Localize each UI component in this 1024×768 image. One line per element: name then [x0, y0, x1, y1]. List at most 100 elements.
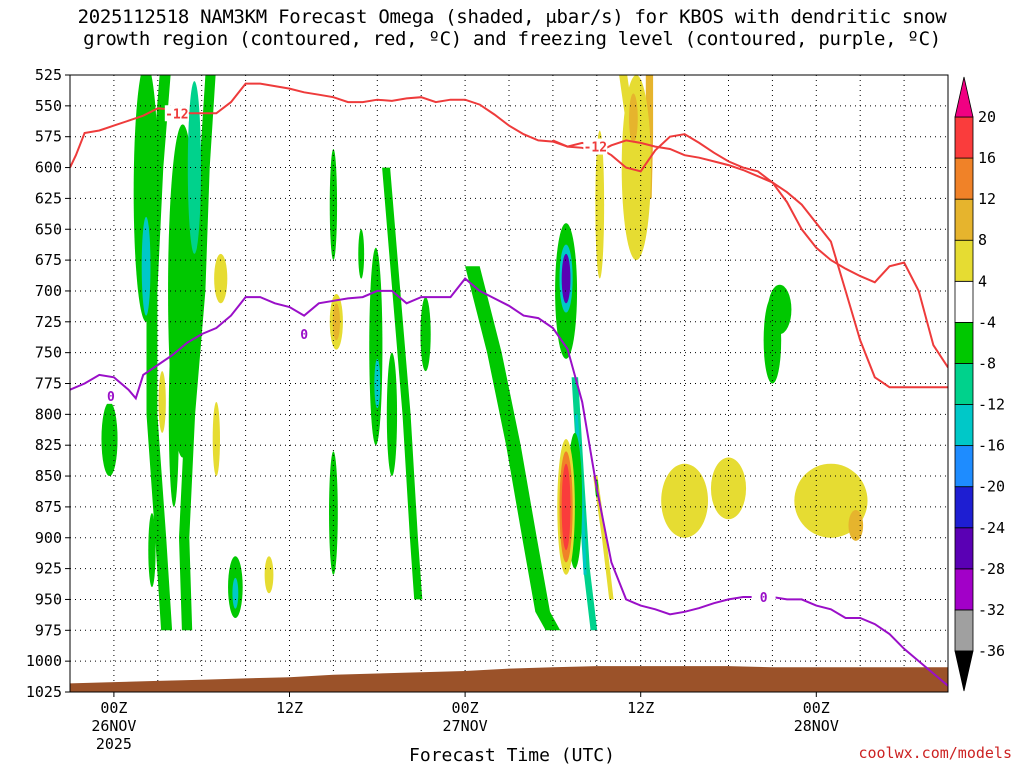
- omega-blob: [141, 216, 151, 316]
- omega-blob: [329, 451, 338, 575]
- contour-label-0: 0: [300, 328, 308, 343]
- y-tick-label: 950: [35, 590, 62, 608]
- y-tick-label: 600: [35, 159, 62, 177]
- y-tick-label: 900: [35, 529, 62, 547]
- x-tick-label: 00Z: [803, 699, 830, 717]
- colorbar-swatch: [954, 116, 974, 159]
- omega-blob: [212, 402, 220, 477]
- x-tick-label: 12Z: [627, 699, 654, 717]
- dgz-contour-m12-top: [70, 82, 948, 369]
- omega-blob: [561, 463, 571, 551]
- omega-streak: [382, 167, 423, 600]
- y-tick-label: 650: [35, 220, 62, 238]
- omega-streak: [179, 75, 216, 631]
- y-tick-label: 1025: [26, 683, 62, 701]
- contour-label-0-bg: [292, 326, 317, 343]
- y-tick-label: 1000: [26, 652, 62, 670]
- omega-blob: [386, 352, 398, 477]
- omega-blob: [148, 513, 156, 588]
- y-tick-label: 550: [35, 97, 62, 115]
- x-tick-label: 00Z: [452, 699, 479, 717]
- x-axis-title: Forecast Time (UTC): [409, 745, 615, 766]
- x-tick-label: 28NOV: [794, 717, 839, 735]
- contour-label-0-bg: [751, 588, 776, 605]
- colorbar-label: -12: [978, 396, 1005, 414]
- colorbar-label: -20: [978, 478, 1005, 496]
- contour-label-m12: -12: [584, 141, 607, 156]
- colorbar-max-arrow: [954, 76, 974, 118]
- y-tick-label: 850: [35, 467, 62, 485]
- omega-blob: [329, 149, 338, 261]
- colorbar: -36 -32 -28 -24 -20 -16 -12 -8 -4 4 8 12 16 20: [954, 76, 1005, 692]
- omega-blob: [621, 75, 651, 261]
- omega-blob: [374, 358, 381, 409]
- colorbar-label: -16: [978, 437, 1005, 455]
- y-tick-label: 625: [35, 189, 62, 207]
- x-tick-label: 27NOV: [443, 717, 488, 735]
- colorbar-label: -32: [978, 601, 1005, 619]
- colorbar-label: -8: [978, 354, 996, 372]
- colorbar-label: 20: [978, 108, 996, 126]
- omega-blob: [358, 229, 365, 279]
- omega-blob: [848, 509, 864, 541]
- colorbar-label: 16: [978, 149, 996, 167]
- omega-blob: [133, 75, 159, 322]
- colorbar-swatch: [954, 527, 974, 570]
- contour-label-0-bg: [98, 387, 123, 404]
- colorbar-swatch: [954, 157, 974, 200]
- y-tick-label: 975: [35, 621, 62, 639]
- colorbar-min-arrow: [954, 650, 974, 692]
- omega-blob: [768, 284, 792, 335]
- contour-label-0: 0: [107, 390, 115, 405]
- omega-blob: [628, 93, 638, 143]
- y-tick-label: 725: [35, 313, 62, 331]
- y-tick-label: 700: [35, 282, 62, 300]
- colorbar-label: -36: [978, 642, 1005, 660]
- credit-link[interactable]: coolwx.com/models: [858, 744, 1012, 762]
- colorbar-label: -28: [978, 560, 1005, 578]
- colorbar-swatch: [954, 280, 974, 323]
- colorbar-label: 4: [978, 272, 987, 290]
- y-tick-label: 750: [35, 344, 62, 362]
- colorbar-swatch: [954, 363, 974, 405]
- colorbar-swatch: [954, 321, 974, 364]
- colorbar-swatch: [954, 198, 974, 241]
- omega-blob: [101, 402, 118, 477]
- omega-blob: [332, 303, 340, 341]
- colorbar-swatch: [954, 486, 974, 529]
- omega-streak: [593, 476, 614, 600]
- x-tick-label: 26NOV: [91, 717, 136, 735]
- chart-title-line-1: 2025112518 NAM3KM Forecast Omega (shaded…: [77, 6, 947, 28]
- freezing-level-contour: [70, 277, 948, 687]
- x-tick-label: 00Z: [100, 699, 127, 717]
- y-tick-label: 525: [35, 66, 62, 84]
- chart-title-line-2: growth region (contoured, red, ºC) and f…: [83, 28, 941, 50]
- colorbar-swatch: [954, 404, 974, 447]
- contour-label-0: 0: [760, 591, 768, 606]
- y-tick-label: 925: [35, 560, 62, 578]
- colorbar-label: -24: [978, 519, 1005, 537]
- y-tick-label: 575: [35, 128, 62, 146]
- colorbar-swatch: [954, 239, 974, 282]
- colorbar-label: -4: [978, 313, 996, 331]
- contour-label-m12-bg: [164, 105, 189, 122]
- omega-blob: [710, 457, 747, 520]
- omega-blob: [264, 556, 274, 594]
- colorbar-swatch: [954, 568, 974, 611]
- plot-area: -12 -12 0 0 0: [70, 75, 948, 692]
- omega-blob: [369, 247, 383, 446]
- omega-blob: [214, 253, 228, 304]
- omega-blob: [420, 297, 431, 372]
- dgz-contour-m12-lower: [552, 139, 948, 389]
- omega-blob: [187, 81, 201, 254]
- contour-label-m12-bg: [583, 138, 608, 155]
- colorbar-swatch: [954, 609, 974, 652]
- contour-label-m12: -12: [165, 107, 188, 122]
- y-tick-label: 800: [35, 405, 62, 423]
- terrain-fill: [70, 666, 948, 692]
- colorbar-label: 8: [978, 231, 987, 249]
- omega-blob: [561, 253, 571, 304]
- omega-blob: [158, 371, 166, 433]
- y-tick-label: 825: [35, 436, 62, 454]
